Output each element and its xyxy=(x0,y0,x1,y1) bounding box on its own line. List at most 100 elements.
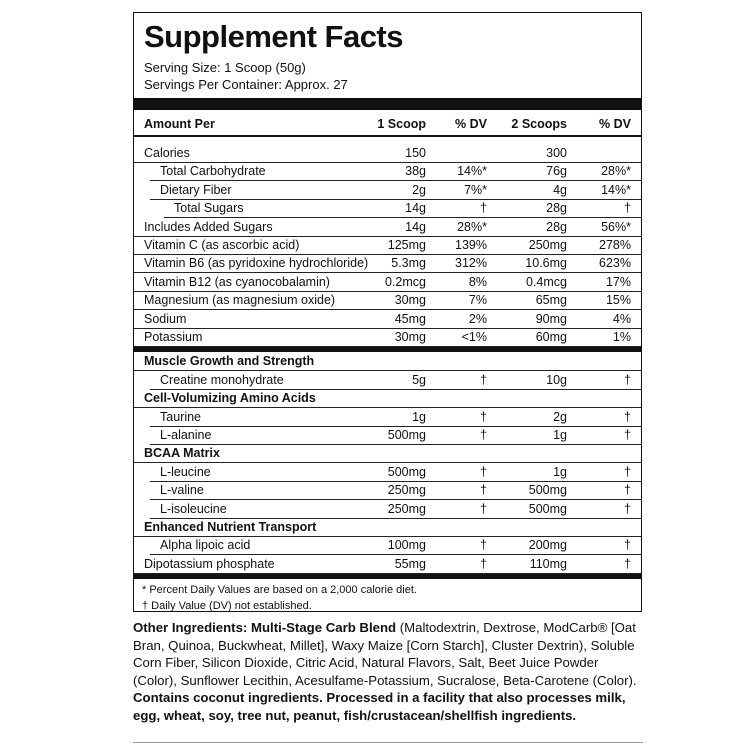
column-header: % DV xyxy=(599,117,631,131)
column-header: Amount Per xyxy=(144,117,215,131)
blend-name: Muscle Growth and Strength xyxy=(144,354,315,369)
amount: 250mg xyxy=(387,483,426,498)
serving-size: Serving Size: 1 Scoop (50g) xyxy=(144,60,306,75)
nutrient-name: Creatine monohydrate xyxy=(160,372,284,387)
amount: 2% xyxy=(468,311,487,326)
nutrient-row: L-valine 250mg † 500mg † xyxy=(150,481,641,501)
blend-name: Cell-Volumizing Amino Acids xyxy=(144,391,316,406)
nutrient-name: Calories xyxy=(144,146,190,160)
amount: † xyxy=(480,428,487,442)
amount: 28g xyxy=(546,219,567,234)
nutrient-row: Includes Added Sugars 14g 28%* 28g 56%* xyxy=(134,218,641,237)
amount: 65mg xyxy=(535,293,567,308)
amount: 7% xyxy=(468,293,487,308)
amount: 500mg xyxy=(528,501,567,516)
nutrient-name: Vitamin B12 (as cyanocobalamin) xyxy=(144,274,330,289)
amount: † xyxy=(480,201,487,216)
blend-name: Enhanced Nutrient Transport xyxy=(144,520,317,534)
footnote: * Percent Daily Values are based on a 2,… xyxy=(142,584,417,597)
divider xyxy=(134,573,641,579)
divider xyxy=(133,742,643,743)
amount: 10.6mg xyxy=(525,256,567,271)
nutrient-row: Dipotassium phosphate 55mg † 110mg † xyxy=(134,555,641,574)
nutrient-name: Vitamin C (as ascorbic acid) xyxy=(144,238,300,252)
amount: 300 xyxy=(546,146,567,160)
amount: † xyxy=(480,483,487,498)
amount: <1% xyxy=(461,330,487,344)
amount: † xyxy=(480,538,487,553)
amount: 250mg xyxy=(528,238,567,252)
amount: 5g xyxy=(412,372,426,387)
amount: † xyxy=(480,464,487,479)
ingredients: (Maltodextrin, Dextrose, ModCarb® [Oat B… xyxy=(133,620,637,688)
amount: 125mg xyxy=(387,238,426,252)
facts-panel: Supplement Facts Serving Size: 1 Scoop (… xyxy=(133,12,642,612)
nutrient-row: Dietary Fiber 2g 7%* 4g 14%* xyxy=(150,181,641,200)
nutrient-name: Alpha lipoic acid xyxy=(160,538,251,553)
amount: † xyxy=(624,201,631,216)
servings-per-container: Servings Per Container: Approx. 27 xyxy=(144,77,348,92)
footnote: † Daily Value (DV) not established. xyxy=(142,600,312,613)
column-header: 2 Scoops xyxy=(511,117,567,131)
nutrient-name: L-leucine xyxy=(160,464,211,479)
nutrient-name: Magnesium (as magnesium oxide) xyxy=(144,293,336,308)
amount: 30mg xyxy=(394,330,426,344)
amount: 60mg xyxy=(535,330,567,344)
amount: 30mg xyxy=(394,293,426,308)
amount: † xyxy=(624,483,631,498)
nutrient-name: Includes Added Sugars xyxy=(144,219,273,234)
nutrient-name: L-valine xyxy=(160,483,204,498)
amount: 10g xyxy=(546,372,567,387)
nutrient-name: L-alanine xyxy=(160,428,212,442)
amount: 28g xyxy=(546,201,567,216)
amount: 4% xyxy=(612,311,631,326)
amount: 17% xyxy=(605,274,631,289)
nutrient-name: Dipotassium phosphate xyxy=(144,556,275,571)
amount: 5.3mg xyxy=(391,256,426,271)
amount: 14%* xyxy=(457,164,487,179)
blend-header: Cell-Volumizing Amino Acids xyxy=(134,389,641,409)
amount: 4g xyxy=(553,182,567,197)
nutrient-row: L-leucine 500mg † 1g † xyxy=(150,463,641,482)
amount: 56%* xyxy=(601,219,631,234)
nutrient-row: L-alanine 500mg † 1g † xyxy=(150,426,641,445)
nutrient-row: Total Sugars 14g † 28g † xyxy=(164,199,641,219)
nutrient-row: Creatine monohydrate 5g † 10g † xyxy=(150,371,641,390)
amount: 8% xyxy=(468,274,487,289)
amount: 2g xyxy=(412,182,426,197)
amount: 15% xyxy=(605,293,631,308)
amount: 500mg xyxy=(387,464,426,479)
nutrient-row: Calories 150 300 xyxy=(134,144,641,163)
amount: 7%* xyxy=(464,182,487,197)
nutrient-name: Sodium xyxy=(144,311,187,326)
amount: † xyxy=(624,464,631,479)
column-header-row: Amount Per 1 Scoop % DV 2 Scoops % DV xyxy=(134,115,641,137)
amount: † xyxy=(480,372,487,387)
amount: † xyxy=(624,428,631,442)
amount: 1g xyxy=(553,428,567,442)
column-header: 1 Scoop xyxy=(377,117,426,131)
nutrient-row: Sodium 45mg 2% 90mg 4% xyxy=(134,310,641,329)
amount: 250mg xyxy=(387,501,426,516)
amount: 28%* xyxy=(601,164,631,179)
nutrient-row: Alpha lipoic acid 100mg † 200mg † xyxy=(150,536,641,556)
amount: 1g xyxy=(412,409,426,424)
amount: 623% xyxy=(599,256,631,271)
amount: 139% xyxy=(455,238,487,252)
blend-name: Multi-Stage Carb Blend xyxy=(250,620,397,635)
blend-header: Muscle Growth and Strength xyxy=(134,352,641,372)
blend-header: BCAA Matrix xyxy=(134,444,641,464)
amount: 14g xyxy=(405,219,426,234)
nutrient-name: L-isoleucine xyxy=(160,501,227,516)
amount: † xyxy=(480,501,487,516)
nutrient-name: Total Sugars xyxy=(174,201,244,216)
amount: 76g xyxy=(546,164,567,179)
amount: 14%* xyxy=(601,182,631,197)
amount: 90mg xyxy=(535,311,567,326)
nutrient-row: Vitamin B12 (as cyanocobalamin) 0.2mcg 8% 0… xyxy=(134,273,641,292)
amount: † xyxy=(624,501,631,516)
amount: 0.4mcg xyxy=(526,274,567,289)
amount: 100mg xyxy=(387,538,426,553)
amount: 500mg xyxy=(387,428,426,442)
